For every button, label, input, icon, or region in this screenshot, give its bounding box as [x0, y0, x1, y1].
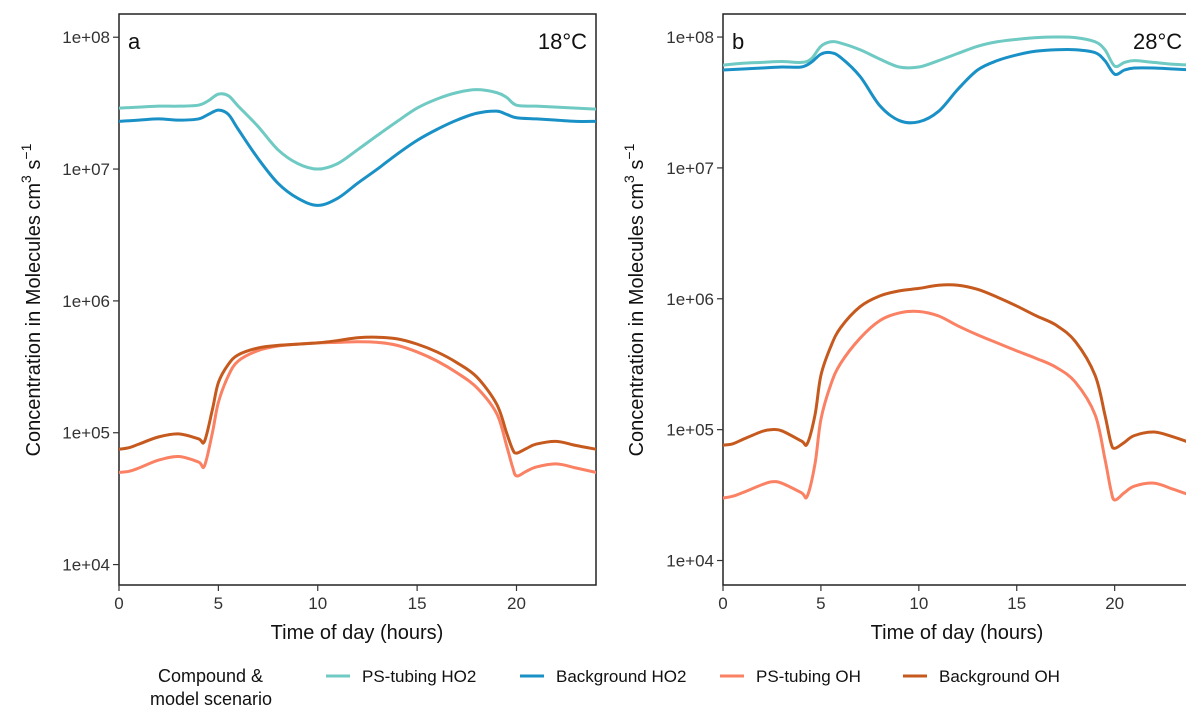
panel-a-x-tick-label: 0 [114, 594, 123, 613]
panel-b-y-ticks: 1e+04 1e+05 1e+06 1e+07 1e+08 [666, 28, 723, 571]
panel-b-x-ticks: 0 5 10 15 20 [718, 585, 1124, 613]
legend-label-background-oh: Background OH [939, 667, 1060, 686]
panel-a: 0 5 10 15 20 1e+04 1e+05 1e+06 1e+07 1e+08 a 18°… [18, 13, 597, 644]
panel-a-y-tick-label: 1e+07 [62, 160, 110, 179]
panel-b-ylabel-main: Concentration in Molecules cm [626, 183, 648, 456]
panel-b-x-tick-label: 5 [816, 594, 825, 613]
panel-a-series-background-oh [119, 335, 596, 455]
panel-b-y-tick-label: 1e+04 [666, 552, 714, 571]
panel-a-x-tick-label: 15 [408, 594, 427, 613]
panel-b-x-axis-title: Time of day (hours) [871, 622, 1044, 644]
legend-label-ps-tubing-ho2: PS-tubing HO2 [362, 667, 476, 686]
panel-a-ylabel-sup1: 3 [18, 175, 34, 183]
panel-a-x-ticks: 0 5 10 15 20 [114, 585, 526, 613]
panel-a-ylabel-mid: s [23, 160, 45, 176]
panel-b-ylabel-sup2: −1 [621, 143, 637, 159]
panel-b-y-tick-label: 1e+08 [666, 28, 714, 47]
panel-a-x-tick-label: 10 [308, 594, 327, 613]
panel-b-y-axis-title-group: Concentration in Molecules cm3 s−1 [621, 143, 648, 456]
panel-a-label: a [128, 29, 141, 54]
panel-a-y-axis-title: Concentration in Molecules cm3 s−1 [18, 143, 45, 456]
panel-a-y-tick-label: 1e+04 [62, 556, 110, 575]
panel-b-series-background-ho2 [723, 47, 1186, 125]
panel-b-y-tick-label: 1e+06 [666, 290, 714, 309]
panel-a-y-tick-label: 1e+06 [62, 292, 110, 311]
legend-title-line2: model scenario [150, 689, 272, 709]
panel-a-x-tick-label: 5 [214, 594, 223, 613]
panel-b-frame [722, 13, 1186, 586]
panel-b-series-ps-tubing-oh [723, 309, 1186, 502]
panel-b-label: b [732, 29, 744, 54]
panel-b-x-tick-label: 20 [1105, 594, 1124, 613]
panel-b-x-tick-label: 0 [718, 594, 727, 613]
panel-a-series-group [119, 88, 596, 478]
panel-a-y-ticks: 1e+04 1e+05 1e+06 1e+07 1e+08 [62, 28, 119, 575]
panel-a-series-ps-tubing-ho2 [119, 88, 596, 171]
legend: Compound & model scenario PS-tubing HO2 B… [150, 666, 1060, 709]
panel-b-temperature: 28°C [1133, 29, 1182, 54]
panel-a-ylabel-main: Concentration in Molecules cm [23, 183, 45, 456]
panel-a-series-background-ho2 [119, 108, 596, 207]
panel-b-y-tick-label: 1e+05 [666, 421, 714, 440]
panel-b-x-tick-label: 10 [909, 594, 928, 613]
legend-label-background-ho2: Background HO2 [556, 667, 686, 686]
panel-a-series-ps-tubing-oh [119, 340, 596, 478]
panel-a-y-axis-title-group: Concentration in Molecules cm3 s−1 [18, 143, 45, 456]
panel-b-series-group [723, 35, 1186, 502]
panel-a-x-axis-title: Time of day (hours) [271, 622, 444, 644]
panel-b-series-ps-tubing-ho2 [723, 35, 1186, 70]
panel-b-series-background-oh [723, 283, 1186, 450]
panel-a-ylabel-sup2: −1 [18, 143, 34, 159]
panel-a-y-tick-label: 1e+08 [62, 28, 110, 47]
panel-a-frame [118, 13, 597, 586]
legend-label-ps-tubing-oh: PS-tubing OH [756, 667, 861, 686]
panel-a-temperature: 18°C [538, 29, 587, 54]
panel-a-x-tick-label: 20 [507, 594, 526, 613]
panel-b-y-axis-title: Concentration in Molecules cm3 s−1 [621, 143, 648, 456]
panel-b-ylabel-sup1: 3 [621, 175, 637, 183]
panel-b-y-tick-label: 1e+07 [666, 159, 714, 178]
panel-b: 0 5 10 15 20 1e+04 1e+05 1e+06 1e+07 1e+08 b 28°… [621, 13, 1186, 644]
panel-b-x-tick-label: 15 [1007, 594, 1026, 613]
panel-b-ylabel-mid: s [626, 160, 648, 176]
legend-items: PS-tubing HO2 Background HO2 PS-tubing OH B… [326, 667, 1060, 686]
panel-a-y-tick-label: 1e+05 [62, 424, 110, 443]
legend-title-line1: Compound & [158, 666, 263, 686]
